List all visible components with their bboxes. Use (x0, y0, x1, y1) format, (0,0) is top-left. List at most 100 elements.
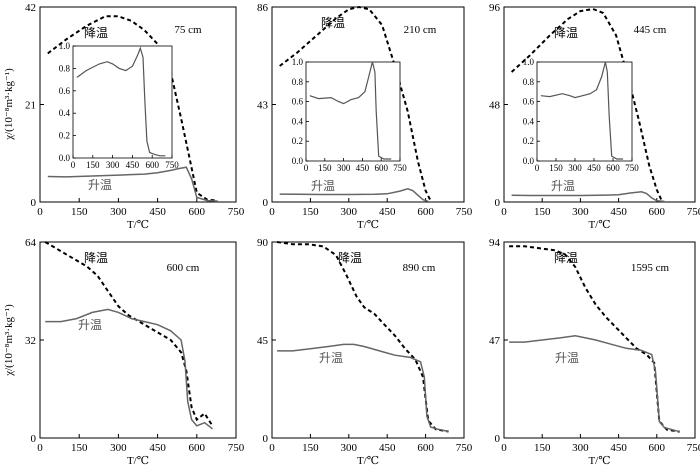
y-tick-label: 21 (25, 100, 36, 112)
x-tick-label: 600 (417, 442, 434, 454)
x-tick-label: 450 (379, 442, 396, 454)
heating-curve (279, 188, 429, 203)
inset-y-tick-label: 0.8 (59, 63, 71, 73)
panel-title: 75 cm (174, 24, 202, 36)
inset-x-tick-label: 750 (625, 163, 639, 173)
heating-curve (509, 335, 680, 433)
heating-curve (45, 308, 213, 430)
x-tick-label: 300 (341, 206, 358, 218)
y-tick-label: 0 (495, 433, 501, 445)
x-tick-label: 150 (302, 206, 319, 218)
x-axis-label: T/℃ (357, 219, 379, 231)
y-tick-label: 45 (257, 335, 269, 347)
inset-x-tick-label: 300 (337, 163, 351, 173)
y-tick-label: 48 (489, 100, 501, 112)
inset: 0 150 300 450 600 750 0.0 0.2 0.4 0.6 0.8 1.0 (523, 57, 640, 173)
x-tick-label: 750 (687, 206, 700, 218)
x-tick-label: 300 (572, 442, 589, 454)
inset-y-tick-label: 0.6 (523, 97, 535, 107)
x-tick-label: 150 (534, 442, 551, 454)
inset-x-tick-label: 750 (165, 160, 179, 170)
inset-x-tick-label: 600 (145, 160, 159, 170)
inset-y-tick-label: 1.0 (292, 57, 304, 67)
heating-label: 升温 (555, 351, 579, 365)
inset-y-tick-label: 0.8 (523, 77, 535, 87)
x-tick-label: 750 (456, 442, 473, 454)
y-axis-label-2: χ/(10⁻⁸m³·kg⁻¹) (3, 304, 15, 377)
x-tick-label: 450 (149, 442, 166, 454)
heating-curve (277, 343, 449, 433)
inset-curve (540, 61, 624, 160)
inset-x-tick-label: 150 (318, 163, 332, 173)
x-tick-label: 0 (501, 442, 507, 454)
cooling-curve (509, 245, 680, 433)
inset-y-tick-label: 0.6 (59, 86, 71, 96)
heating-label: 升温 (319, 351, 343, 365)
x-tick-label: 300 (110, 206, 127, 218)
panel-title: 210 cm (404, 24, 437, 36)
inset-y-tick-label: 0.0 (523, 156, 535, 166)
inset: 0 150 300 450 600 750 0.0 0.2 0.4 0.6 0.8 1.0 (59, 41, 180, 170)
y-tick-label: 90 (257, 237, 269, 249)
inset-y-tick-label: 1.0 (59, 41, 71, 51)
heating-label: 升温 (551, 179, 575, 193)
inset-frame (72, 45, 173, 159)
cooling-curve (276, 241, 449, 433)
inset-x-tick-label: 450 (587, 163, 601, 173)
y-tick-label: 0 (31, 433, 37, 445)
cooling-label: 降温 (321, 16, 345, 30)
inset-x-tick-label: 600 (374, 163, 388, 173)
inset: 0 150 300 450 600 750 0.0 0.2 0.4 0.6 0.8 1.0 (292, 57, 408, 173)
y-tick-label: 47 (489, 335, 501, 347)
x-axis-label: T/℃ (588, 455, 610, 467)
x-axis-label: T/℃ (127, 219, 149, 231)
heating-label: 升温 (311, 179, 335, 193)
x-tick-label: 750 (456, 206, 473, 218)
y-tick-label: 86 (257, 2, 269, 14)
heating-label: 升温 (88, 178, 112, 192)
panel-title: 445 cm (634, 24, 667, 36)
x-tick-label: 450 (610, 442, 627, 454)
x-tick-label: 150 (302, 442, 319, 454)
x-tick-label: 0 (37, 206, 43, 218)
panel-title: 600 cm (167, 262, 200, 274)
y-tick-label: 0 (31, 197, 37, 209)
inset-y-tick-label: 1.0 (523, 57, 535, 67)
cooling-label: 降温 (338, 251, 362, 265)
cooling-curve (47, 15, 218, 202)
x-tick-label: 600 (189, 442, 206, 454)
inset-y-tick-label: 0.4 (523, 116, 535, 126)
x-tick-label: 450 (610, 206, 627, 218)
y-tick-label: 0 (263, 433, 269, 445)
x-tick-label: 600 (189, 206, 206, 218)
cooling-curve (510, 7, 663, 202)
y-tick-label: 64 (25, 237, 37, 249)
panel-title: 1595 cm (631, 262, 670, 274)
x-tick-label: 0 (269, 206, 275, 218)
inset-x-tick-label: 300 (568, 163, 582, 173)
axes-frame (39, 241, 237, 439)
x-tick-label: 450 (149, 206, 166, 218)
inset-curve (76, 46, 166, 157)
y-tick-label: 32 (25, 335, 36, 347)
inset-x-tick-label: 0 (71, 160, 76, 170)
cooling-label: 降温 (554, 251, 578, 265)
y-axis-label-1: χ/(10⁻⁸m³·kg⁻¹) (3, 68, 15, 141)
inset-x-tick-label: 300 (106, 160, 120, 170)
inset-y-tick-label: 0.4 (292, 116, 304, 126)
inset-frame (536, 61, 633, 162)
x-tick-label: 450 (379, 206, 396, 218)
cooling-curve (44, 241, 214, 427)
y-tick-label: 42 (25, 2, 36, 14)
inset-x-tick-label: 450 (126, 160, 140, 170)
heating-label: 升温 (78, 318, 102, 332)
cooling-curve (279, 5, 432, 202)
inset-curve (309, 61, 392, 160)
inset-y-tick-label: 0.6 (292, 97, 304, 107)
inset-x-tick-label: 150 (86, 160, 100, 170)
